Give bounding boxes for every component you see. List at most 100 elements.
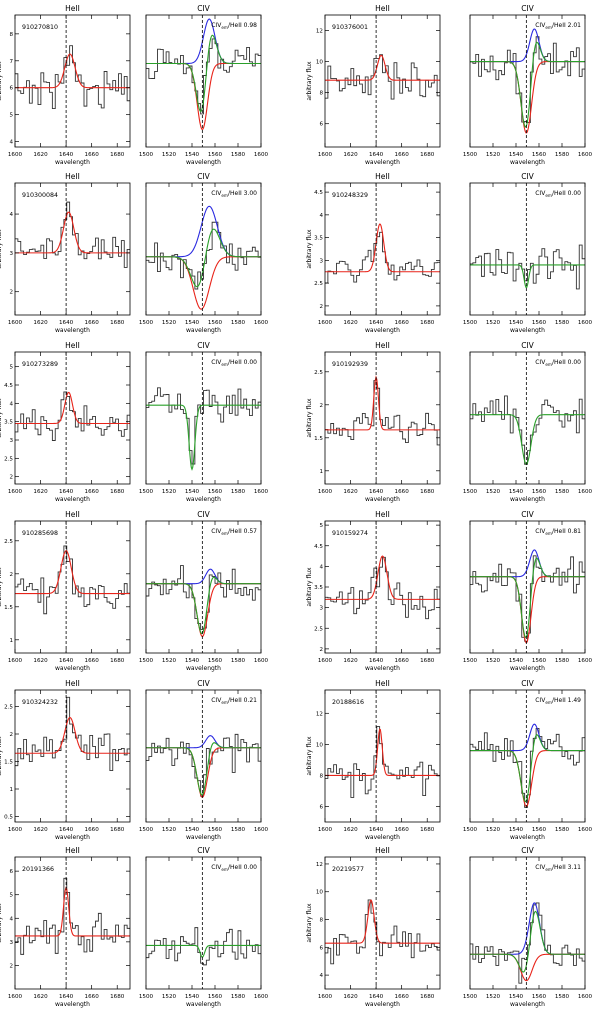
civ-total-fit-curve (146, 576, 261, 635)
x-tick-label: 1600 (254, 152, 269, 158)
x-tick-label: 1500 (463, 489, 478, 495)
x-tick-label: 1640 (369, 489, 384, 495)
y-tick-label: 6 (319, 122, 323, 128)
ratio-suffix: /HeII (552, 864, 568, 871)
x-tick-label: 1560 (532, 489, 547, 495)
ratio-prefix: CIV (211, 190, 222, 197)
heii-panel-frame (324, 351, 441, 485)
y-tick-label: 3 (319, 258, 323, 264)
x-axis-label: wavelength (365, 159, 400, 166)
civ-panel: CIV 1500 1520 1540 1560 1580 1600 wavelength CIV… (463, 846, 593, 1008)
heii-panel-title: HeII (65, 172, 80, 181)
heii-panel: HeII 1600 1620 1640 1660 1680 wavelength 2 2.5 3 3… (0, 341, 131, 503)
x-tick-label: 1620 (33, 994, 48, 1000)
x-tick-label: 1640 (369, 152, 384, 158)
heii-panel-title: HeII (375, 679, 390, 688)
object-id-label: 910273289 (22, 361, 58, 368)
heii-data-spectrum (15, 391, 130, 441)
y-tick-label: 6 (319, 945, 323, 951)
x-axis-label: wavelength (510, 1001, 545, 1008)
civ-data-spectrum (470, 244, 585, 290)
ratio-subscript: em (545, 867, 552, 872)
civ-total-fit-curve (470, 734, 585, 803)
y-tick-label: 4 (9, 212, 13, 218)
x-tick-label: 1600 (578, 827, 593, 833)
x-tick-label: 1520 (162, 994, 177, 1000)
ratio-subscript: em (221, 25, 228, 30)
ratio-value: 0.00 (568, 359, 582, 366)
x-tick-label: 1680 (420, 152, 435, 158)
x-tick-label: 1500 (139, 994, 154, 1000)
heii-panel: HeII 1600 1620 1640 1660 1680 wavelength 1 1.5 2 2… (0, 510, 131, 672)
ratio-prefix: CIV (535, 359, 546, 366)
x-tick-label: 1560 (532, 658, 547, 664)
ratio-value: 0.21 (244, 697, 258, 704)
x-axis-label: wavelength (55, 1001, 90, 1008)
y-tick-label: 4.5 (4, 383, 13, 389)
x-tick-label: 1640 (59, 152, 74, 158)
heii-panel-frame (14, 520, 131, 654)
civ-panel-title: CIV (521, 341, 534, 350)
civ-panel: CIV 1500 1520 1540 1560 1580 1600 wavelength CIV… (139, 4, 269, 166)
object-id-label: 910248329 (332, 192, 368, 199)
heii-panel: HeII 1600 1620 1640 1660 1680 wavelength 4 6 8 10 1… (306, 846, 441, 1008)
heii-panel: HeII 1600 1620 1640 1660 1680 wavelength 2 2.5 3 3… (306, 510, 441, 672)
heii-data-spectrum (325, 231, 440, 284)
y-tick-label: 2 (9, 732, 13, 738)
y-tick-label: 3 (9, 940, 13, 946)
y-tick-label: 10 (316, 60, 324, 66)
civ-heii-ratio-label: CIVem/HeII 0.81 (535, 528, 581, 536)
x-tick-label: 1500 (139, 827, 154, 833)
heii-panel-frame (14, 14, 131, 148)
heii-fit-curve (15, 211, 130, 254)
civ-data-spectrum (470, 902, 585, 984)
civ-panel: CIV 1500 1520 1540 1560 1580 1600 wavelength CIV… (463, 510, 593, 672)
x-tick-label: 1600 (8, 827, 23, 833)
x-tick-label: 1600 (254, 994, 269, 1000)
heii-fit-curve (325, 375, 440, 431)
heii-data-spectrum (325, 899, 440, 965)
ratio-suffix: /HeII (228, 528, 244, 535)
y-tick-label: 10 (316, 890, 324, 896)
civ-total-fit-curve (146, 34, 261, 113)
heii-panel: HeII 1600 1620 1640 1660 1680 wavelength 4 5 6 7 8 9… (0, 4, 131, 166)
x-tick-label: 1660 (85, 994, 100, 1000)
heii-panel: HeII 1600 1620 1640 1660 1680 wavelength 0.5 1 1.… (0, 679, 131, 841)
x-tick-label: 1520 (486, 658, 501, 664)
x-tick-label: 1580 (231, 152, 246, 158)
ratio-subscript: em (221, 531, 228, 536)
civ-total-fit-curve (470, 264, 585, 289)
ratio-value: 0.57 (244, 528, 258, 535)
x-tick-label: 1640 (369, 320, 384, 326)
heii-panel-frame (14, 182, 131, 316)
y-tick-label: 3.5 (314, 236, 323, 242)
x-tick-label: 1600 (8, 658, 23, 664)
x-axis-label: wavelength (510, 834, 545, 841)
x-tick-label: 1660 (395, 489, 410, 495)
heii-fit-curve (15, 53, 130, 89)
heii-data-spectrum (15, 45, 130, 109)
ratio-value: 0.00 (244, 864, 258, 871)
x-tick-label: 1500 (139, 489, 154, 495)
y-tick-label: 1.5 (314, 436, 323, 442)
y-axis-label: arbitrary flux (306, 903, 313, 943)
y-tick-label: 8 (319, 91, 323, 97)
x-tick-label: 1540 (185, 489, 200, 495)
heii-data-spectrum (325, 380, 440, 446)
x-axis-label: wavelength (510, 327, 545, 334)
heii-panel-title: HeII (375, 4, 390, 13)
y-tick-label: 5 (9, 893, 13, 899)
x-axis-label: wavelength (186, 834, 221, 841)
ratio-suffix: /HeII (228, 359, 244, 366)
x-tick-label: 1500 (463, 658, 478, 664)
civ-panel-frame (469, 14, 586, 148)
x-tick-label: 1580 (231, 994, 246, 1000)
civ-panel-title: CIV (197, 846, 210, 855)
civ-heii-ratio-label: CIVem/HeII 0.00 (211, 864, 257, 872)
x-tick-label: 1580 (555, 320, 570, 326)
heii-fit-curve (325, 54, 440, 81)
x-tick-label: 1640 (59, 489, 74, 495)
heii-panel-frame (324, 182, 441, 316)
